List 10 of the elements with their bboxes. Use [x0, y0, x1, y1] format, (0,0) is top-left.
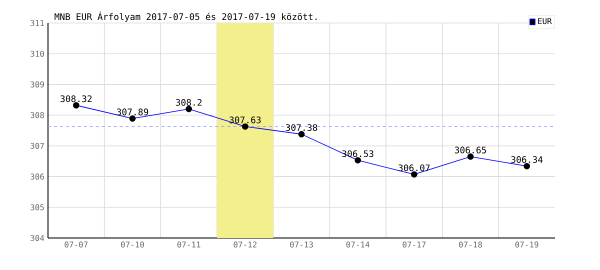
data-label: 306.07	[398, 164, 430, 172]
data-label: 308.2	[176, 99, 202, 106]
data-label: 306.65	[454, 146, 486, 154]
data-label: 307.63	[230, 116, 261, 124]
data-label: 307.89	[116, 108, 148, 116]
data-label: 307.38	[286, 124, 318, 131]
data-label: 308.32	[60, 95, 92, 102]
data-label: 306.53	[342, 150, 374, 158]
data-label: 306.34	[511, 156, 543, 163]
chart-title: MNB EUR Árfolyam 2017-07-05 és 2017-07-19 között.	[54, 12, 317, 22]
